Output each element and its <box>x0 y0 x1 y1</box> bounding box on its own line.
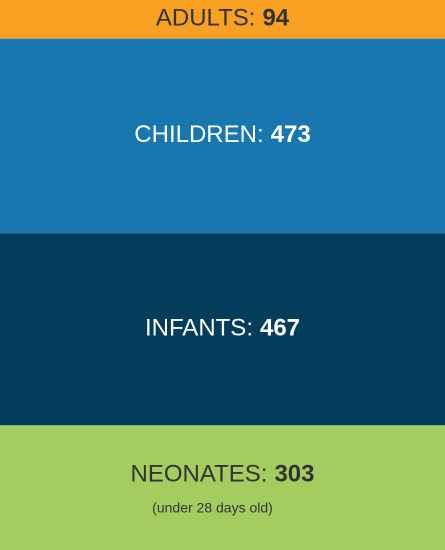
annotation: (under 28 days old) <box>152 499 273 515</box>
category-label: CHILDREN: <box>134 121 263 148</box>
block <box>0 38 445 234</box>
value-label: 473 <box>271 121 311 148</box>
block-label: INFANTS: 467 <box>145 315 300 342</box>
block <box>0 233 445 426</box>
block-label: CHILDREN: 473 <box>134 121 310 148</box>
category-label: INFANTS: <box>145 315 253 342</box>
category-label: NEONATES: <box>131 461 268 488</box>
block <box>0 0 445 39</box>
block-label: ADULTS: 94 <box>156 5 290 32</box>
value-label: 467 <box>260 315 300 342</box>
block-label: NEONATES: 303 <box>131 461 315 488</box>
category-label: ADULTS: <box>156 5 256 32</box>
value-label: 94 <box>262 5 289 32</box>
block <box>0 425 445 550</box>
value-label: 303 <box>274 461 314 488</box>
